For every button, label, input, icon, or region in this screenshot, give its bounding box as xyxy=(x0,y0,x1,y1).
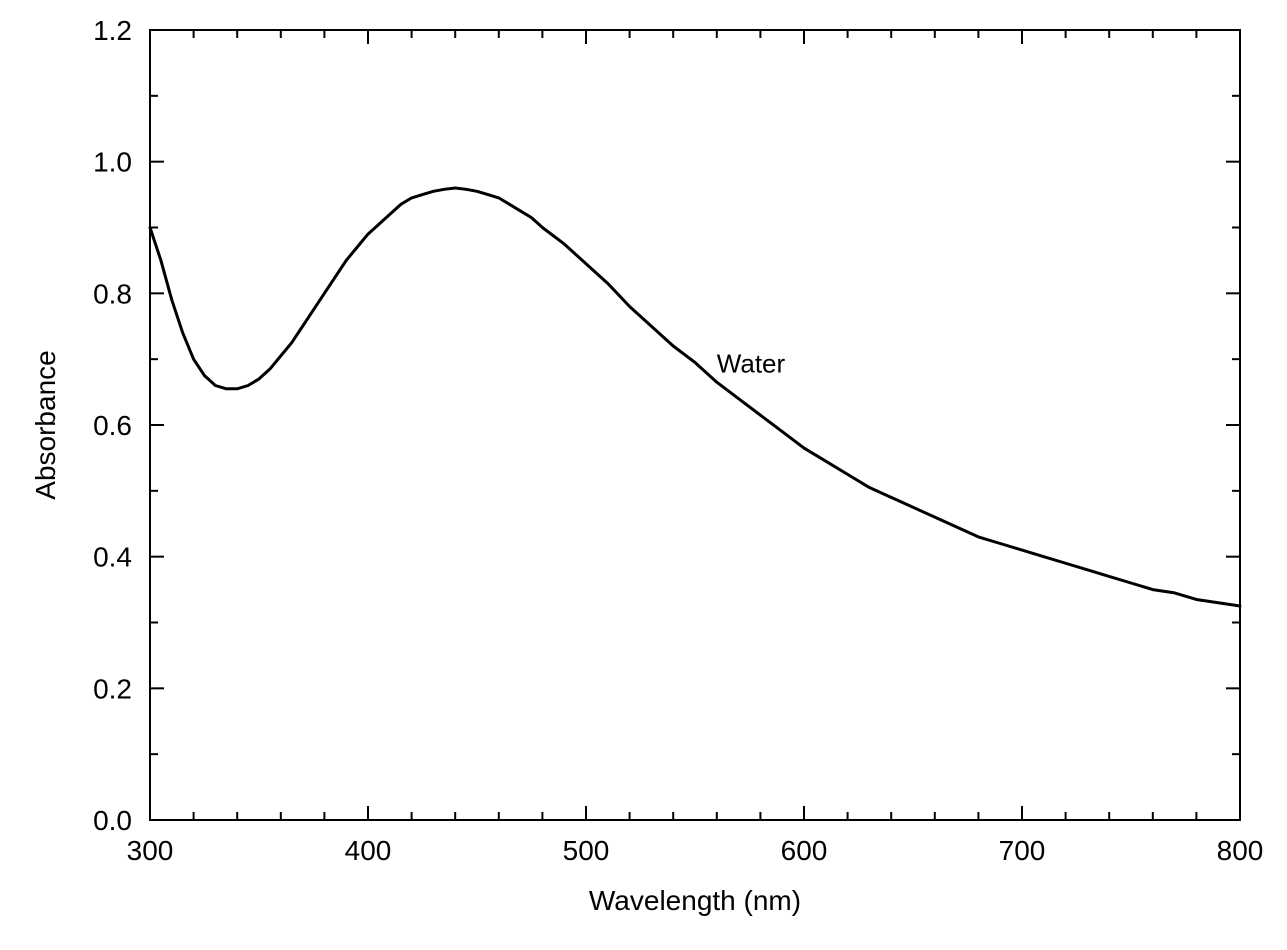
x-tick-label: 400 xyxy=(345,835,392,866)
x-tick-label: 700 xyxy=(999,835,1046,866)
x-tick-label: 800 xyxy=(1217,835,1264,866)
chart-svg: 300 400 500 600 700 800 0.0 0.2 0.4 0.6 0.8 1.0 1.2 W… xyxy=(0,0,1287,950)
y-tick-label: 0.8 xyxy=(93,278,132,309)
y-tick-label: 0.6 xyxy=(93,410,132,441)
y-tick-label: 0.2 xyxy=(93,673,132,704)
x-axis-label: Wavelength (nm) xyxy=(589,885,801,916)
series-water xyxy=(150,188,1240,606)
y-axis-label: Absorbance xyxy=(30,350,61,499)
x-tick-label: 500 xyxy=(563,835,610,866)
y-tick-label: 1.0 xyxy=(93,147,132,178)
y-tick-label: 1.2 xyxy=(93,15,132,46)
plot-frame xyxy=(150,30,1240,820)
x-tick-label: 300 xyxy=(127,835,174,866)
absorbance-chart: 300 400 500 600 700 800 0.0 0.2 0.4 0.6 0.8 1.0 1.2 W… xyxy=(0,0,1287,950)
y-tick-label: 0.0 xyxy=(93,805,132,836)
y-tick-label: 0.4 xyxy=(93,542,132,573)
x-tick-label: 600 xyxy=(781,835,828,866)
series-annotation: Water xyxy=(717,348,786,378)
